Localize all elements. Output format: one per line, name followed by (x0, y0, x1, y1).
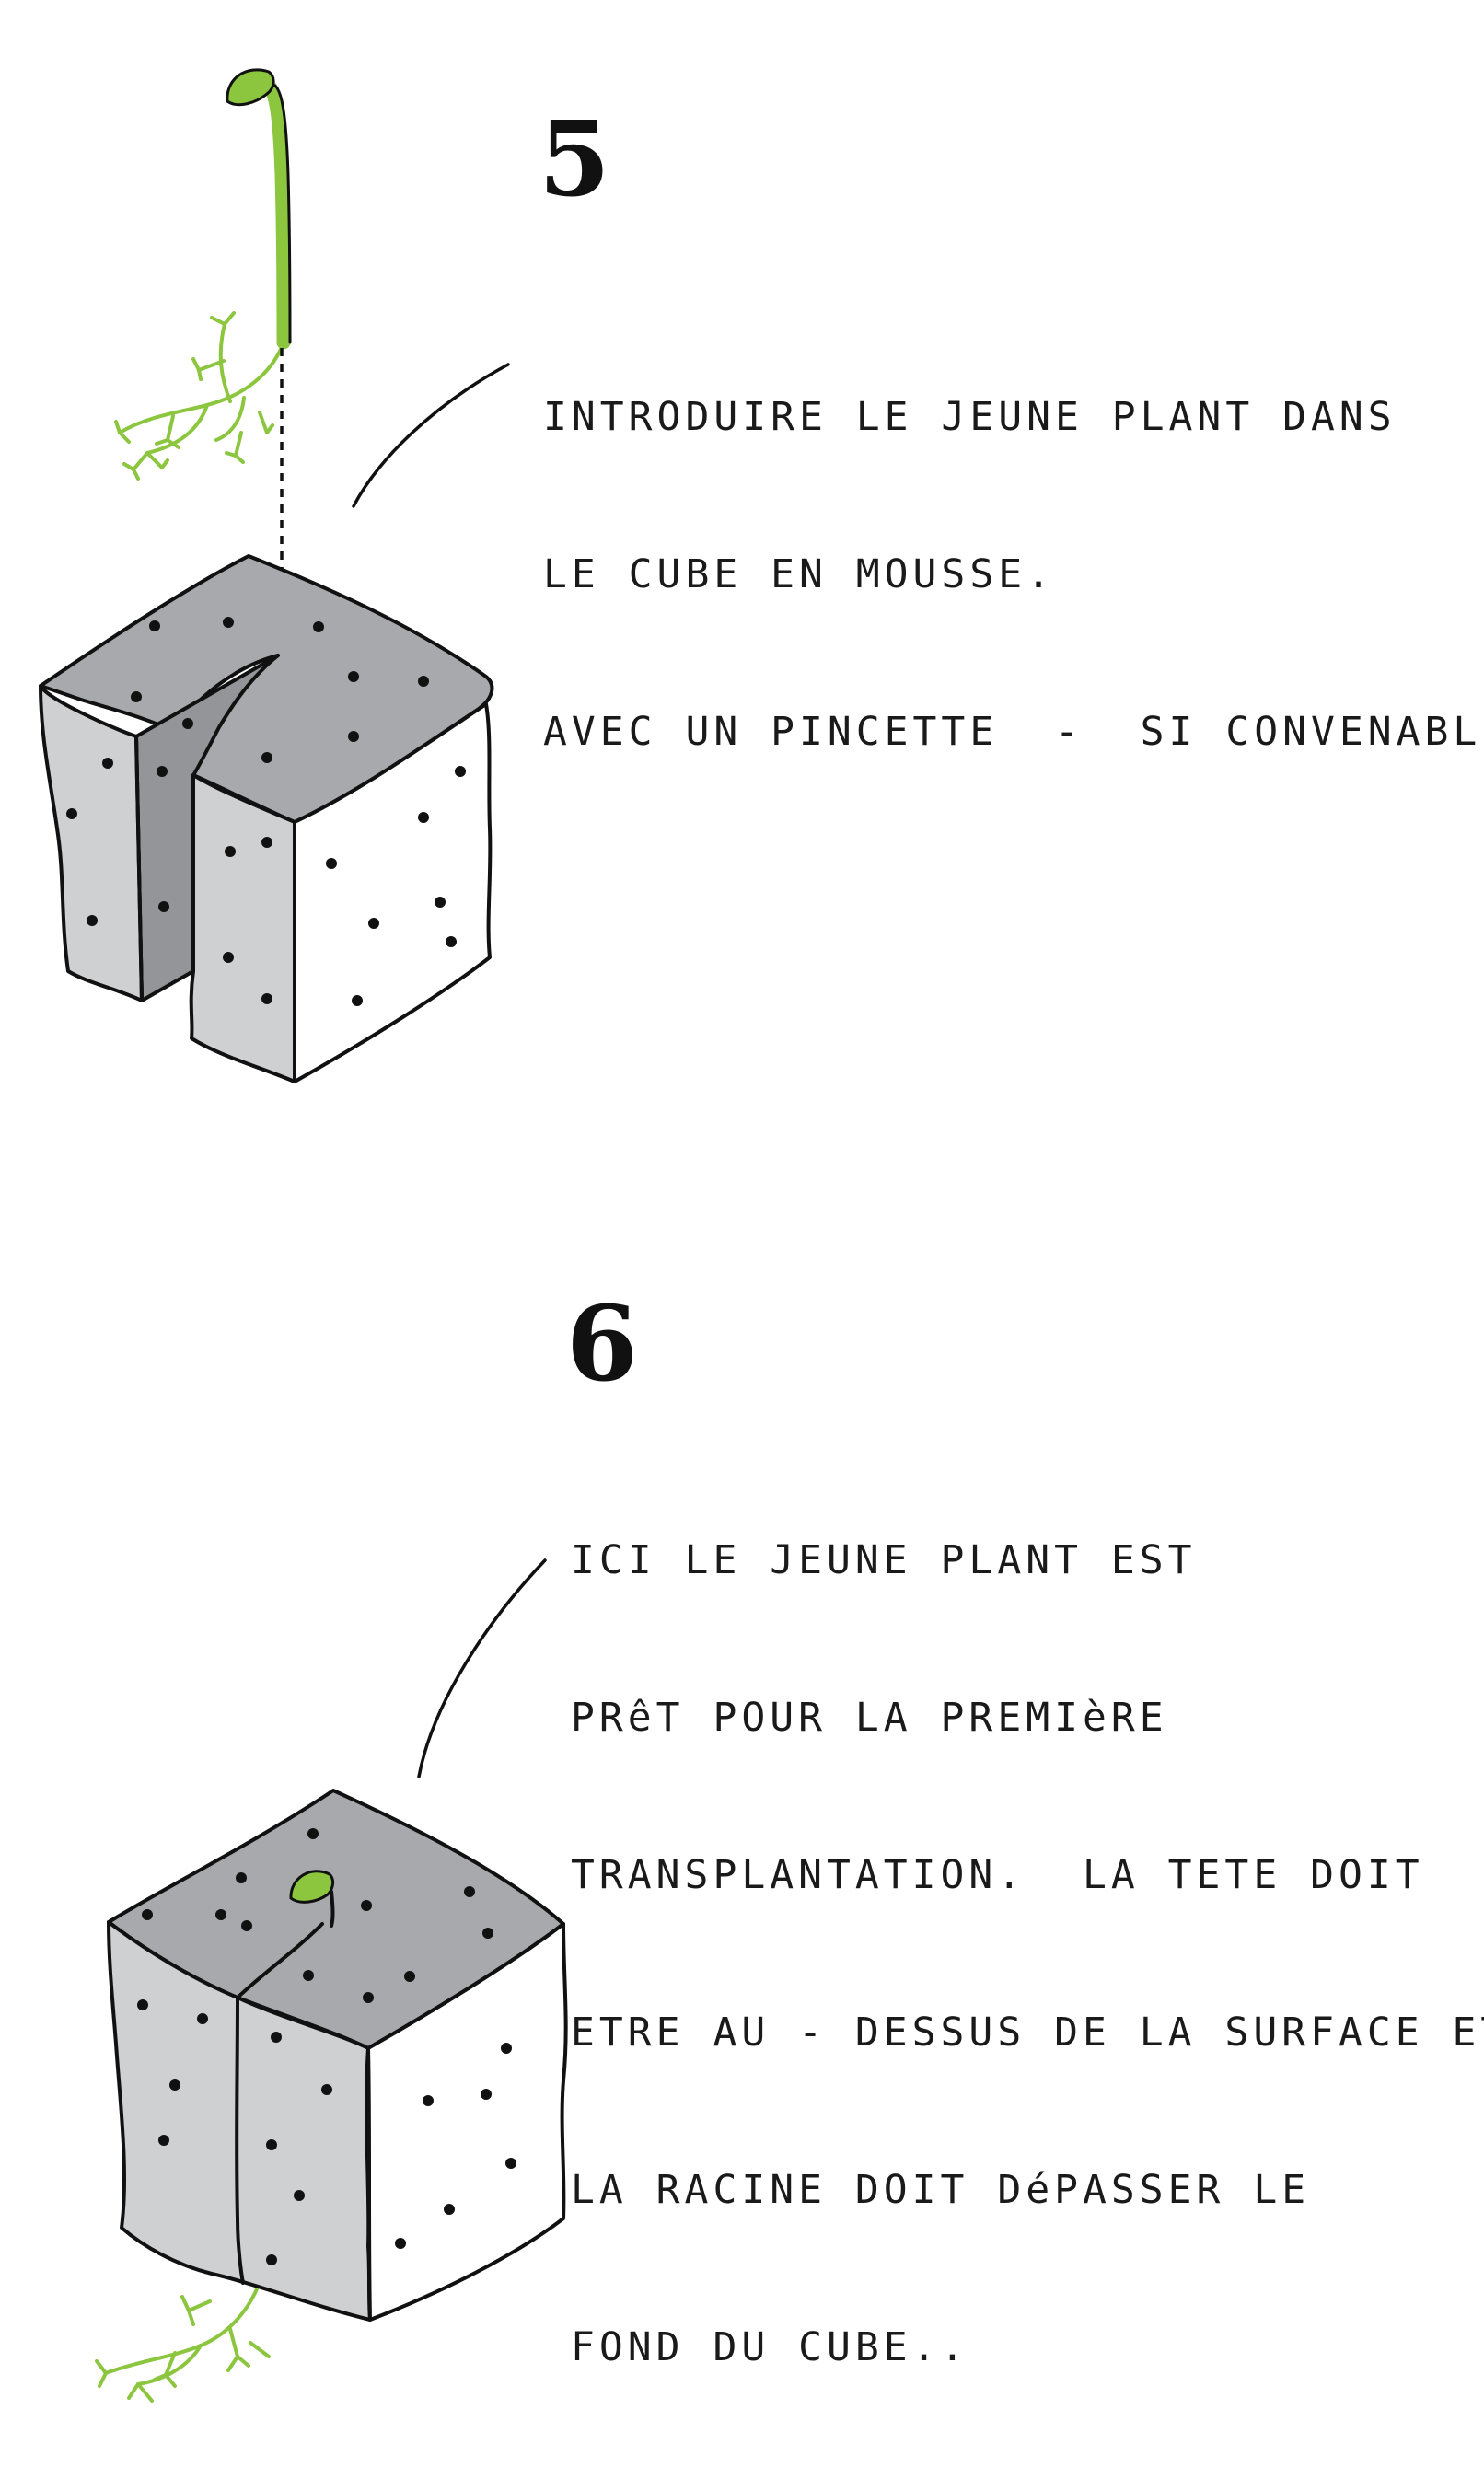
step-5-illustration (39, 68, 510, 1083)
step-6-line-2: PRêT POUR LA PREMIèRE (571, 1695, 1168, 1741)
foam-texture-dots (137, 1828, 516, 2265)
step-6-line-6: FOND DU CUBE.. (571, 2324, 969, 2370)
step-6-number: 6 (566, 1284, 638, 1405)
step-5-instructions: INTRODUIRE LE JEUNE PLANT DANS LE CUBE E… (543, 286, 1484, 863)
step-6-line-3: TRANSPLANTATION. LA TETE DOIT (571, 1852, 1424, 1898)
step-6-illustration (95, 1558, 568, 2403)
step-5-number: 5 (539, 99, 610, 220)
step-6-line-5: LA RACINE DOIT DéPASSER LE (571, 2167, 1311, 2213)
step-6-callout-line (417, 1558, 547, 1778)
step-5-line-3: AVEC UN PINCETTE - SI CONVENABLE. (543, 709, 1484, 755)
foam-cube (107, 1789, 568, 2322)
foam-texture-dots (66, 617, 466, 1006)
step-5-line-2: LE CUBE EN MOUSSE. (543, 551, 1055, 597)
seedling-icon (114, 68, 292, 481)
step-5-callout-line (352, 363, 510, 508)
step-6-line-4: ETRE AU - DESSUS DE LA SURFACE ET (571, 2010, 1484, 2056)
step-6-instructions: ICI LE JEUNE PLANT EST PRêT POUR LA PREM… (571, 1430, 1484, 2479)
step-5-line-1: INTRODUIRE LE JEUNE PLANT DANS (543, 394, 1397, 440)
step-6-line-1: ICI LE JEUNE PLANT EST (571, 1537, 1197, 1583)
sprouting-seed-icon (289, 1870, 335, 1928)
